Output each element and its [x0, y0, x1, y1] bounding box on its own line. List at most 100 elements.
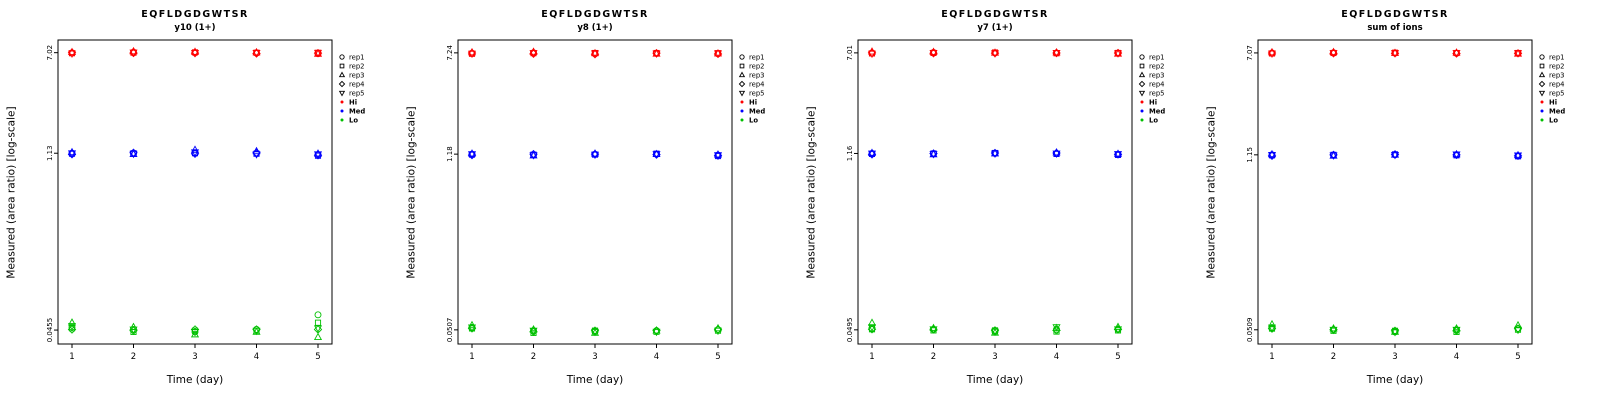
- plot-area: 7.07 1.15 0.0509 1 2 3 4 5 rep1rep2rep3rep4rep5H…: [1246, 39, 1565, 362]
- svg-text:1.18: 1.18: [446, 146, 454, 162]
- svg-text:4: 4: [254, 352, 259, 362]
- data-points: [867, 47, 1123, 337]
- svg-text:2: 2: [1331, 352, 1336, 362]
- svg-text:1: 1: [69, 352, 74, 362]
- y-axis: 7.24 1.18 0.0507: [446, 45, 458, 343]
- svg-text:1: 1: [869, 352, 874, 362]
- svg-text:rep4: rep4: [1149, 80, 1164, 88]
- plot-area: 7.02 1.13 0.0455 1 2 3 4 5 rep1rep2rep3rep4rep5H…: [46, 39, 365, 362]
- svg-text:7.07: 7.07: [1246, 45, 1254, 61]
- svg-text:Hi: Hi: [1549, 98, 1557, 106]
- svg-text:rep2: rep2: [1149, 62, 1164, 70]
- svg-text:Lo: Lo: [749, 116, 758, 124]
- svg-text:5: 5: [1515, 352, 1520, 362]
- svg-text:Lo: Lo: [1149, 116, 1158, 124]
- chart-title: EQFLDGDGWTSR: [941, 9, 1049, 20]
- svg-text:1.13: 1.13: [46, 145, 54, 161]
- svg-text:5: 5: [715, 352, 720, 362]
- svg-text:1: 1: [469, 352, 474, 362]
- chart-title: EQFLDGDGWTSR: [141, 9, 249, 20]
- svg-text:3: 3: [992, 352, 997, 362]
- svg-text:rep5: rep5: [749, 89, 764, 97]
- svg-text:rep2: rep2: [749, 62, 764, 70]
- svg-text:7.24: 7.24: [446, 45, 454, 61]
- svg-text:rep4: rep4: [749, 80, 764, 88]
- svg-text:rep1: rep1: [749, 53, 764, 61]
- plot-area: 7.24 1.18 0.0507 1 2 3 4 5 rep1rep2rep3rep4rep5H…: [446, 39, 765, 362]
- chart-panel-y8: EQFLDGDGWTSR y8 (1+) Measured (area rati…: [400, 0, 800, 400]
- svg-text:0.0509: 0.0509: [1246, 318, 1254, 343]
- x-axis: 1 2 3 4 5: [869, 344, 1121, 362]
- y-axis: 7.02 1.13 0.0455: [46, 45, 58, 342]
- x-axis: 1 2 3 4 5: [1269, 344, 1521, 362]
- chart-title: EQFLDGDGWTSR: [541, 9, 649, 20]
- svg-text:rep4: rep4: [1549, 80, 1564, 88]
- svg-text:5: 5: [1115, 352, 1120, 362]
- x-axis: 1 2 3 4 5: [469, 344, 721, 362]
- svg-text:Lo: Lo: [349, 116, 358, 124]
- svg-text:4: 4: [1054, 352, 1059, 362]
- plot-box: [1257, 39, 1533, 345]
- svg-text:0.0507: 0.0507: [446, 318, 454, 343]
- svg-text:3: 3: [1392, 352, 1397, 362]
- svg-text:3: 3: [192, 352, 197, 362]
- x-axis-label: Time (day): [1366, 374, 1424, 386]
- chart-title: EQFLDGDGWTSR: [1341, 9, 1449, 20]
- svg-text:Hi: Hi: [349, 98, 357, 106]
- svg-text:7.02: 7.02: [46, 45, 54, 61]
- svg-text:rep1: rep1: [349, 53, 364, 61]
- chart-panel-sum-of-ions: EQFLDGDGWTSR sum of ions Measured (area …: [1200, 0, 1600, 400]
- svg-text:0.0495: 0.0495: [846, 318, 854, 343]
- chart-subtitle: y8 (1+): [577, 23, 613, 33]
- data-points: [67, 46, 323, 340]
- svg-text:2: 2: [131, 352, 136, 362]
- svg-text:0.0455: 0.0455: [46, 318, 54, 343]
- svg-text:7.01: 7.01: [846, 45, 854, 61]
- data-points: [1267, 47, 1523, 337]
- svg-text:1.16: 1.16: [846, 145, 854, 161]
- plot-box: [857, 39, 1133, 345]
- chart-panel-y7: EQFLDGDGWTSR y7 (1+) Measured (area rati…: [800, 0, 1200, 400]
- x-axis: 1 2 3 4 5: [69, 344, 321, 362]
- chart-subtitle: y10 (1+): [174, 23, 216, 33]
- svg-text:Med: Med: [749, 107, 765, 115]
- svg-text:Lo: Lo: [1549, 116, 1558, 124]
- svg-text:rep3: rep3: [1149, 71, 1164, 79]
- plot-area: 7.01 1.16 0.0495 1 2 3 4 5 rep1rep2rep3rep4rep5H…: [846, 39, 1165, 362]
- svg-text:Hi: Hi: [1149, 98, 1157, 106]
- svg-text:3: 3: [592, 352, 597, 362]
- svg-text:5: 5: [315, 352, 320, 362]
- svg-text:rep3: rep3: [1549, 71, 1564, 79]
- svg-text:4: 4: [1454, 352, 1459, 362]
- svg-text:rep5: rep5: [1149, 89, 1164, 97]
- svg-text:rep5: rep5: [349, 89, 364, 97]
- svg-text:2: 2: [931, 352, 936, 362]
- svg-text:Med: Med: [349, 107, 365, 115]
- chart-panel-y10: EQFLDGDGWTSR y10 (1+) Measured (area rat…: [0, 0, 400, 400]
- chart-subtitle: sum of ions: [1367, 23, 1423, 33]
- svg-text:rep2: rep2: [349, 62, 364, 70]
- svg-text:4: 4: [654, 352, 659, 362]
- svg-text:rep3: rep3: [349, 71, 364, 79]
- svg-text:Med: Med: [1149, 107, 1165, 115]
- svg-text:rep1: rep1: [1149, 53, 1164, 61]
- svg-text:rep5: rep5: [1549, 89, 1564, 97]
- y-axis: 7.07 1.15 0.0509: [1246, 45, 1258, 342]
- svg-text:rep2: rep2: [1549, 62, 1564, 70]
- svg-text:2: 2: [531, 352, 536, 362]
- svg-text:Hi: Hi: [749, 98, 757, 106]
- x-axis-label: Time (day): [966, 374, 1024, 386]
- data-points: [467, 47, 723, 337]
- plot-box: [457, 39, 733, 345]
- svg-text:rep1: rep1: [1549, 53, 1564, 61]
- svg-text:1.15: 1.15: [1246, 147, 1254, 163]
- svg-text:Med: Med: [1549, 107, 1565, 115]
- y-axis: 7.01 1.16 0.0495: [846, 45, 858, 342]
- svg-text:1: 1: [1269, 352, 1274, 362]
- chart-subtitle: y7 (1+): [977, 23, 1013, 33]
